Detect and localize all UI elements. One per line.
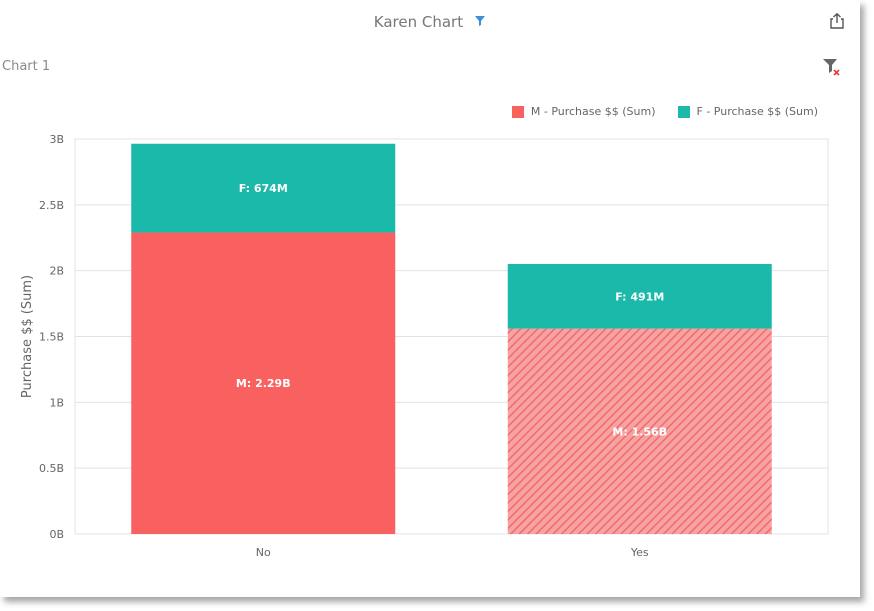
legend-label-female: F - Purchase $$ (Sum) [696, 105, 818, 118]
legend-label-male: M - Purchase $$ (Sum) [530, 105, 656, 118]
bar-female-no [131, 143, 396, 233]
y-tick-label: 1B [49, 396, 64, 409]
bar-male-no [131, 232, 396, 534]
clear-filter-icon[interactable] [822, 58, 840, 80]
legend-item-male[interactable]: M - Purchase $$ (Sum) [511, 105, 656, 118]
y-tick-label: 1.5B [39, 331, 64, 344]
bar-male-yes [507, 328, 772, 534]
y-tick-label: 0B [49, 528, 64, 541]
x-tick-label: No [256, 546, 271, 559]
data-label: M: 2.29B [236, 377, 291, 390]
data-label: F: 674M [239, 182, 288, 195]
x-tick-label: Yes [630, 546, 649, 559]
legend-swatch-male [511, 105, 524, 118]
data-label: F: 491M [615, 290, 664, 303]
legend-item-female[interactable]: F - Purchase $$ (Sum) [677, 105, 818, 118]
chart-title: Karen Chart [373, 13, 464, 31]
chart-plot: M: 2.29B F: 674M M: 1.56B F: 491M 0B 0.5B 1B 1… [20, 133, 829, 559]
bar-female-yes [507, 263, 772, 329]
filter-icon[interactable] [474, 12, 486, 31]
chart-subtitle: Chart 1 [2, 59, 51, 74]
y-tick-label: 2.5B [39, 199, 64, 212]
legend: M - Purchase $$ (Sum) F - Purchase $$ (S… [511, 105, 818, 118]
y-axis-title: Purchase $$ (Sum) [20, 275, 35, 398]
legend-swatch-female [677, 105, 690, 118]
data-label: M: 1.56B [612, 425, 667, 438]
y-tick-label: 0.5B [39, 462, 64, 475]
y-tick-label: 3B [49, 133, 64, 146]
export-icon[interactable] [828, 12, 846, 34]
chart-panel: Karen Chart Chart 1 M - Purchase $$ (Sum… [0, 12, 860, 559]
title-row: Karen Chart [0, 12, 860, 31]
y-tick-label: 2B [49, 265, 64, 278]
